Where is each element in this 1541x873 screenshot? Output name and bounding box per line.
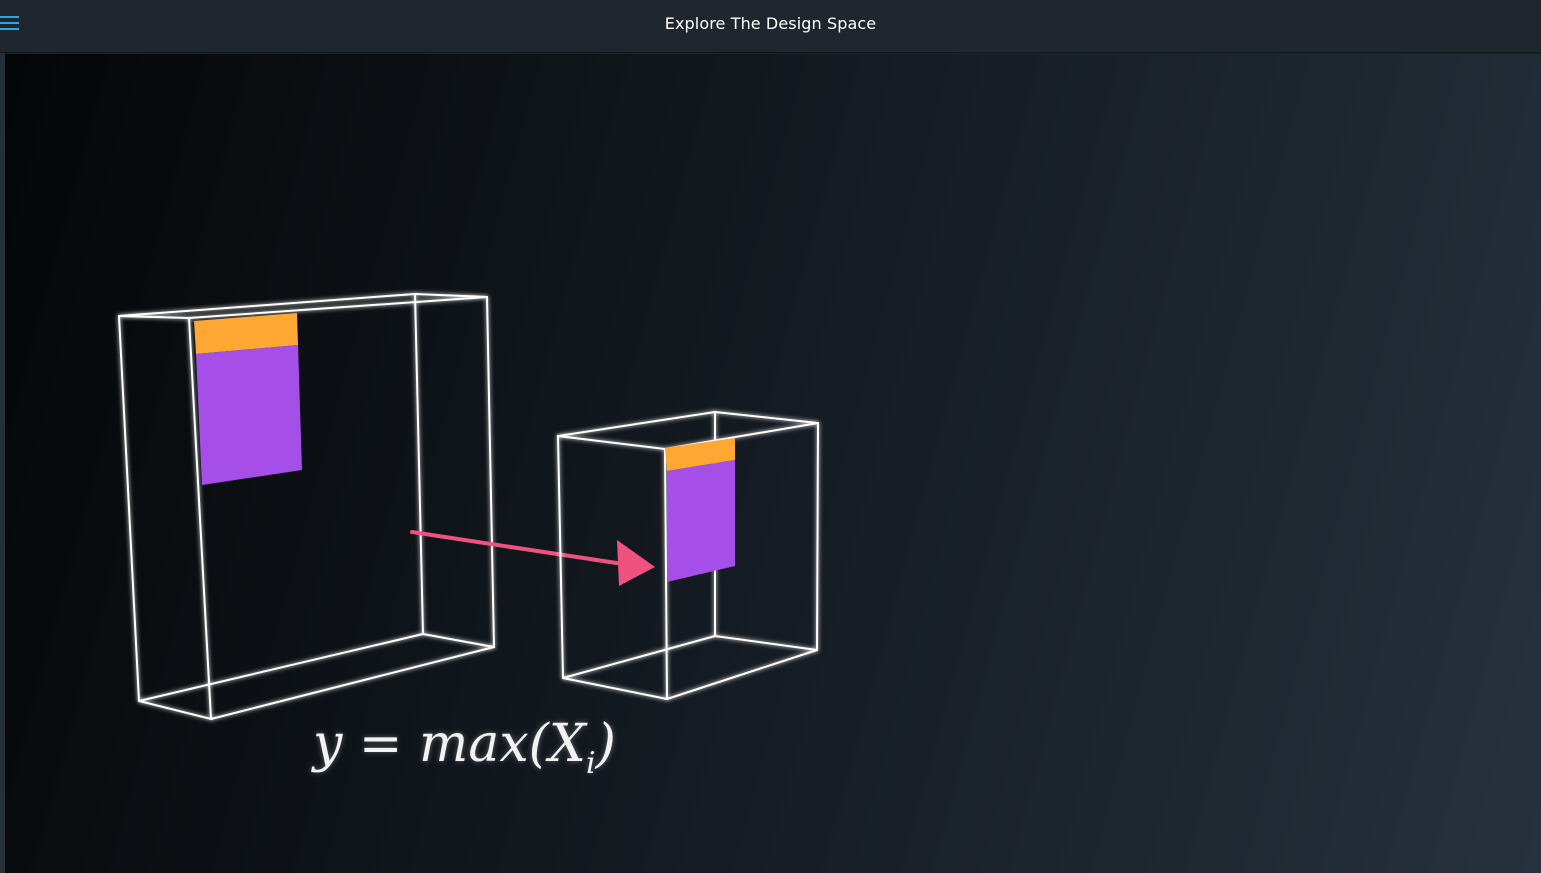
hamburger-menu-icon[interactable] — [0, 14, 22, 34]
equation-close: ) — [595, 714, 616, 774]
top-bar: Explore The Design Space — [0, 0, 1541, 53]
max-pool-equation: y = max(Xi) — [313, 714, 616, 781]
pooling-arrow — [410, 530, 655, 586]
output-volume — [556, 410, 820, 701]
video-frame[interactable]: y = max(Xi) — [5, 54, 1541, 873]
output-cell-highlight — [665, 438, 735, 471]
input-volume — [117, 292, 496, 721]
equation-main: y = max(X — [313, 714, 586, 774]
output-cell-region — [667, 460, 735, 582]
pooling-diagram — [117, 292, 820, 721]
input-window-highlight — [194, 313, 298, 354]
equation-subscript: i — [585, 746, 596, 781]
sidebar-edge — [0, 53, 5, 873]
input-window-region — [196, 345, 302, 485]
page-title: Explore The Design Space — [664, 14, 877, 33]
